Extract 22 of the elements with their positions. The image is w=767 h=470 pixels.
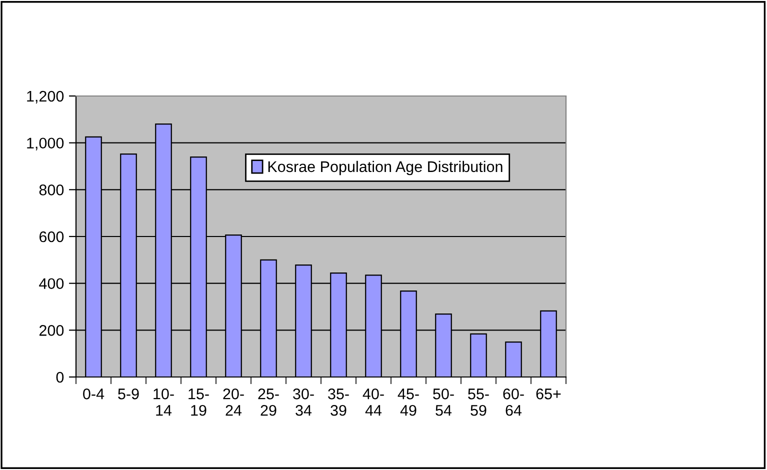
y-tick-label: 1,000 xyxy=(27,138,64,150)
y-tick-label: 400 xyxy=(39,278,64,290)
x-tick-label: 30-34 xyxy=(293,388,314,416)
y-tick-label: 600 xyxy=(39,231,64,242)
x-tick-label: 20-24 xyxy=(223,388,244,416)
x-tick-label: 15-19 xyxy=(188,388,209,416)
x-tick-label: 65+ xyxy=(536,388,561,400)
x-tick-label: 25-29 xyxy=(258,388,279,416)
x-tick-label: 50-54 xyxy=(433,388,454,416)
y-tick-label: 200 xyxy=(39,325,64,336)
x-tick-label: 60-64 xyxy=(503,388,524,416)
y-tick-label: 0 xyxy=(56,372,64,383)
y-tick-label: 800 xyxy=(39,184,64,196)
x-tick-label: 0-4 xyxy=(83,388,104,400)
x-tick-label: 55-59 xyxy=(468,388,489,416)
x-tick-label: 35-39 xyxy=(328,388,349,416)
x-tick-label: 40-44 xyxy=(362,388,384,416)
legend-label: Kosrae Population Age Distribution xyxy=(268,160,502,176)
x-tick-label: 5-9 xyxy=(118,388,139,400)
y-tick-label: 1,200 xyxy=(27,90,64,104)
x-tick-label: 10-14 xyxy=(154,388,174,416)
x-tick-label: 45-49 xyxy=(398,388,419,416)
